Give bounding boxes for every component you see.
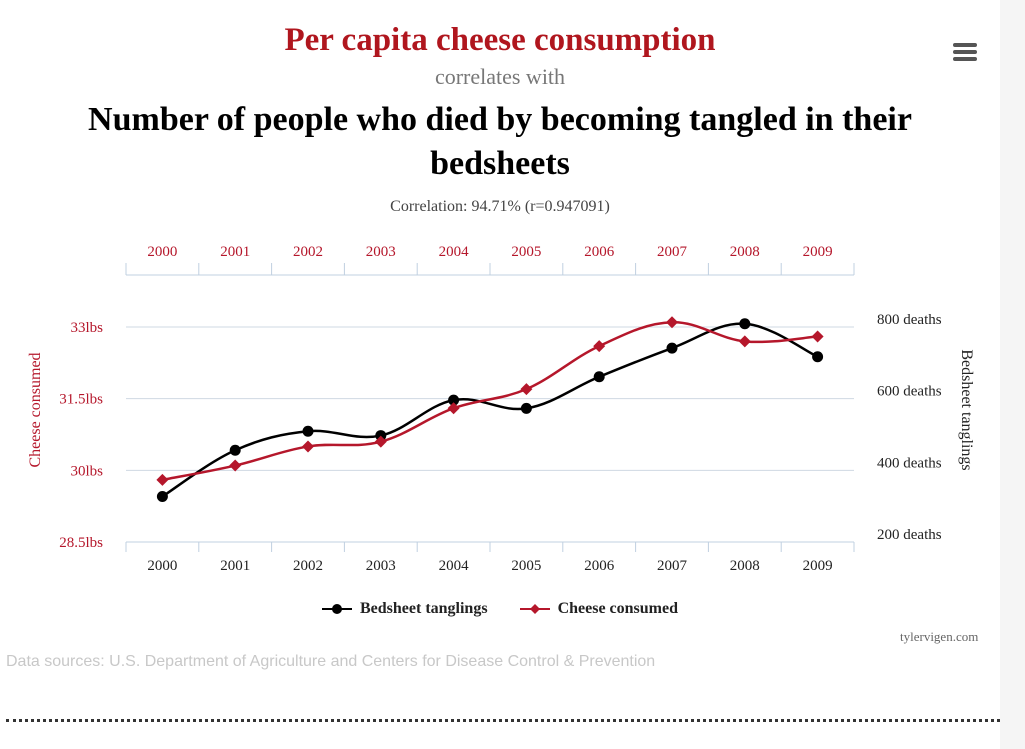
data-point-bedsheet-tanglings bbox=[520, 402, 532, 414]
x-tick-label-top: 2004 bbox=[439, 244, 470, 260]
data-point-cheese-consumed bbox=[520, 383, 533, 396]
chart-title-second: Number of people who died by becoming ta… bbox=[88, 101, 912, 182]
x-tick-label-top: 2006 bbox=[584, 244, 615, 260]
x-tick-label-top: 2003 bbox=[366, 244, 396, 260]
y-left-axis-title: Cheese consumed bbox=[27, 352, 44, 467]
x-tick-label-bottom: 2005 bbox=[511, 558, 541, 574]
chart-canvas: 2000 2000 2001 2001 2002 2002 2003 2003 2004 2004… bbox=[27, 244, 975, 574]
legend-label-cheese: Cheese consumed bbox=[557, 600, 678, 617]
hamburger-menu-icon[interactable] bbox=[950, 40, 980, 64]
data-point-cheese-consumed bbox=[811, 330, 824, 343]
chart-legend: Bedsheet tanglings Cheese consumed bbox=[0, 600, 1000, 621]
data-point-bedsheet-tanglings bbox=[593, 371, 605, 383]
site-credit[interactable]: tylervigen.com bbox=[900, 629, 979, 644]
data-point-bedsheet-tanglings bbox=[739, 318, 751, 330]
data-point-bedsheet-tanglings bbox=[812, 351, 824, 363]
y-right-tick-label: 600 deaths bbox=[877, 384, 942, 400]
data-point-bedsheet-tanglings bbox=[666, 342, 678, 354]
legend-diamond-icon bbox=[519, 604, 550, 614]
x-tick-label-top: 2000 bbox=[147, 244, 177, 260]
data-point-cheese-consumed bbox=[593, 340, 606, 353]
data-point-cheese-consumed bbox=[447, 402, 460, 415]
x-tick-label-bottom: 2000 bbox=[147, 558, 177, 574]
x-tick-label-bottom: 2004 bbox=[439, 558, 470, 574]
series-line-cheese-consumed bbox=[162, 320, 818, 482]
data-point-cheese-consumed bbox=[738, 335, 751, 348]
y-left-tick-label: 33lbs bbox=[70, 320, 103, 336]
legend-item-cheese[interactable]: Cheese consumed bbox=[519, 600, 678, 618]
y-right-tick-label: 200 deaths bbox=[877, 527, 942, 543]
x-tick-label-top: 2002 bbox=[293, 244, 323, 260]
chart-title-link: correlates with bbox=[434, 64, 566, 89]
data-point-bedsheet-tanglings bbox=[229, 444, 241, 456]
x-tick-label-top: 2009 bbox=[803, 244, 833, 260]
data-point-bedsheet-tanglings bbox=[448, 394, 460, 406]
x-tick-label-top: 2001 bbox=[220, 244, 250, 260]
chart-card: Per capita cheese consumption correlates… bbox=[0, 22, 1000, 722]
y-right-tick-label: 800 deaths bbox=[877, 312, 942, 328]
x-tick-label-bottom: 2006 bbox=[584, 558, 615, 574]
data-point-cheese-consumed bbox=[229, 459, 242, 472]
y-right-axis-title: Bedsheet tanglings bbox=[958, 349, 975, 470]
data-point-cheese-consumed bbox=[666, 316, 678, 329]
data-sources: Data sources: U.S. Department of Agricul… bbox=[6, 653, 656, 670]
x-tick-label-bottom: 2001 bbox=[220, 558, 250, 574]
y-left-tick-label: 30lbs bbox=[70, 463, 103, 479]
y-left-tick-label: 31.5lbs bbox=[59, 392, 103, 408]
legend-item-bedsheet[interactable]: Bedsheet tanglings bbox=[321, 600, 488, 618]
legend-circle-icon bbox=[321, 604, 352, 614]
x-tick-label-top: 2005 bbox=[511, 244, 541, 260]
data-point-bedsheet-tanglings bbox=[375, 430, 387, 442]
data-point-bedsheet-tanglings bbox=[302, 425, 314, 437]
y-left-tick-label: 28.5lbs bbox=[59, 535, 103, 551]
data-point-cheese-consumed bbox=[156, 473, 169, 486]
data-point-cheese-consumed bbox=[302, 440, 314, 453]
x-tick-label-bottom: 2009 bbox=[803, 558, 833, 574]
x-tick-label-bottom: 2003 bbox=[366, 558, 396, 574]
x-tick-label-bottom: 2007 bbox=[657, 558, 688, 574]
chart-title-main: Per capita cheese consumption bbox=[284, 22, 716, 58]
data-point-bedsheet-tanglings bbox=[156, 490, 168, 502]
x-tick-label-bottom: 2002 bbox=[293, 558, 323, 574]
x-tick-label-bottom: 2008 bbox=[730, 558, 760, 574]
y-right-tick-label: 400 deaths bbox=[877, 455, 942, 471]
dotted-divider bbox=[6, 719, 1000, 722]
legend-label-bedsheet: Bedsheet tanglings bbox=[359, 600, 488, 617]
correlation-text: Correlation: 94.71% (r=0.947091) bbox=[390, 198, 610, 215]
x-tick-label-top: 2008 bbox=[730, 244, 760, 260]
x-tick-label-top: 2007 bbox=[657, 244, 688, 260]
data-point-cheese-consumed bbox=[374, 435, 387, 448]
